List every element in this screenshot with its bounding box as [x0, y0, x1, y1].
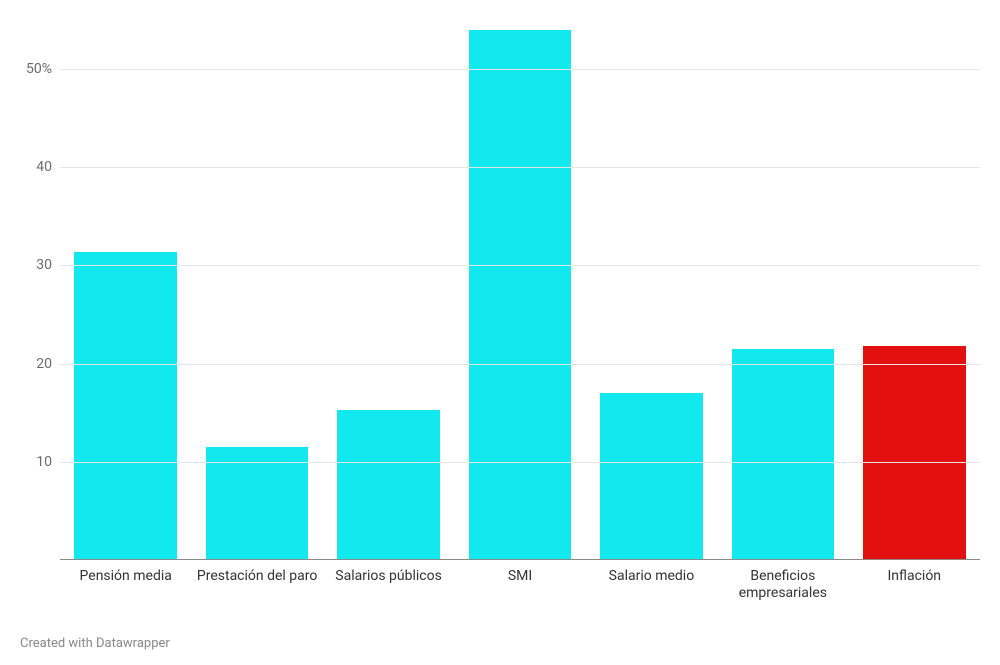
x-tick-label: Salario medio [586, 568, 717, 585]
bar [469, 30, 572, 560]
gridline [60, 69, 980, 70]
y-tick-label: 30 [36, 257, 52, 273]
bars-container [60, 20, 980, 560]
gridline [60, 462, 980, 463]
x-tick-label: Pensión media [60, 568, 191, 585]
x-tick-label: Prestación del paro [191, 568, 322, 585]
bar [337, 410, 440, 560]
gridline [60, 167, 980, 168]
gridline [60, 265, 980, 266]
y-tick-label: 50% [26, 61, 52, 77]
x-tick-label: Salarios públicos [323, 568, 454, 585]
x-tick-label: Inflación [849, 568, 980, 585]
bar [863, 346, 966, 560]
bar [74, 252, 177, 560]
y-tick-label: 10 [36, 454, 52, 470]
gridline [60, 364, 980, 365]
bar [206, 447, 309, 560]
y-tick-label: 40 [36, 159, 52, 175]
chart-credit: Created with Datawrapper [20, 636, 170, 651]
x-axis-baseline [60, 559, 980, 560]
bar [600, 393, 703, 560]
bar-chart: 1020304050% Pensión mediaPrestación del … [0, 0, 1000, 665]
x-tick-label: Beneficios empresariales [717, 568, 848, 602]
y-tick-label: 20 [36, 356, 52, 372]
plot-area: 1020304050% [60, 20, 980, 560]
x-axis-labels: Pensión mediaPrestación del paroSalarios… [60, 562, 980, 622]
bar [732, 349, 835, 560]
x-tick-label: SMI [454, 568, 585, 585]
